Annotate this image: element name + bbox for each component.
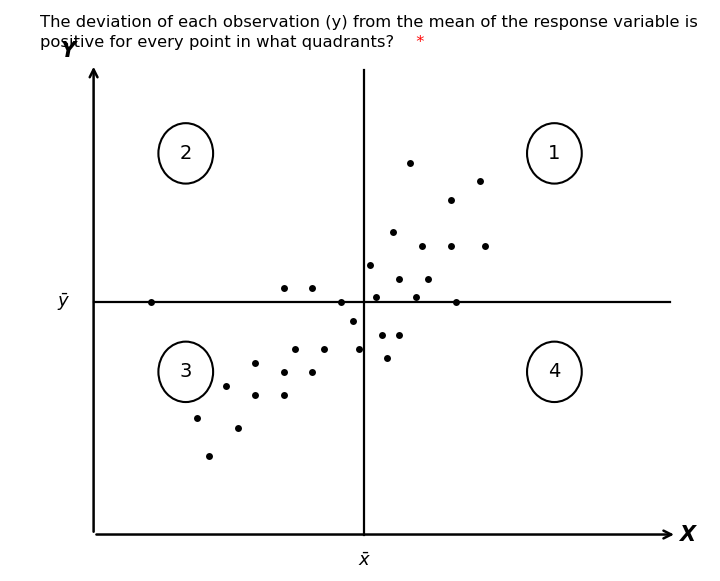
Point bbox=[318, 344, 330, 353]
Point bbox=[336, 297, 347, 307]
Point bbox=[347, 316, 359, 325]
Point bbox=[474, 177, 485, 186]
Point bbox=[145, 297, 157, 307]
Point bbox=[232, 423, 243, 432]
Text: The deviation of each observation (y) from the mean of the response variable is: The deviation of each observation (y) fr… bbox=[40, 15, 698, 30]
Point bbox=[278, 284, 289, 293]
Text: X: X bbox=[680, 525, 696, 544]
Point bbox=[416, 242, 428, 251]
Point bbox=[307, 284, 318, 293]
Point bbox=[445, 195, 456, 205]
Text: 2: 2 bbox=[179, 144, 192, 163]
Text: $\bar{x}$: $\bar{x}$ bbox=[358, 552, 371, 569]
Point bbox=[480, 242, 491, 251]
Point bbox=[370, 293, 382, 302]
Point bbox=[387, 228, 399, 237]
Text: *: * bbox=[411, 35, 425, 50]
Point bbox=[249, 358, 261, 367]
Text: 3: 3 bbox=[179, 363, 192, 381]
Point bbox=[249, 390, 261, 400]
Point bbox=[410, 293, 422, 302]
Point bbox=[393, 330, 405, 339]
Point bbox=[382, 353, 393, 363]
Point bbox=[451, 297, 462, 307]
Point bbox=[278, 390, 289, 400]
Text: 4: 4 bbox=[548, 363, 561, 381]
Point bbox=[364, 260, 376, 270]
Point bbox=[192, 414, 203, 423]
Text: $\bar{y}$: $\bar{y}$ bbox=[57, 291, 70, 313]
Point bbox=[376, 330, 387, 339]
Point bbox=[445, 242, 456, 251]
Point bbox=[405, 158, 416, 167]
Point bbox=[278, 367, 289, 376]
Point bbox=[289, 344, 301, 353]
Text: positive for every point in what quadrants?: positive for every point in what quadran… bbox=[40, 35, 394, 50]
Point bbox=[422, 274, 433, 284]
Point bbox=[307, 367, 318, 376]
Text: 1: 1 bbox=[548, 144, 561, 163]
Point bbox=[393, 274, 405, 284]
Point bbox=[203, 451, 215, 460]
Point bbox=[353, 344, 364, 353]
Text: Y: Y bbox=[60, 41, 76, 61]
Point bbox=[220, 381, 232, 390]
